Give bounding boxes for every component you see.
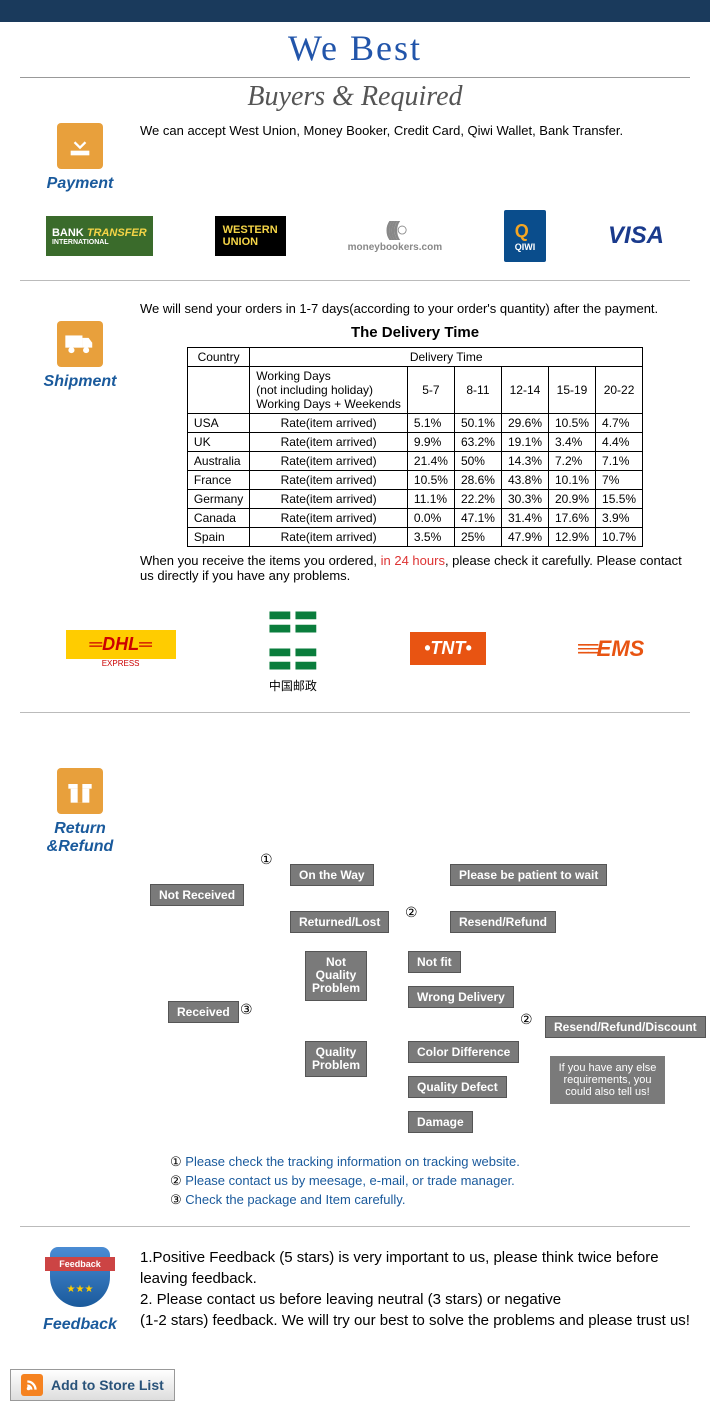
feedback-text2: 2. Please contact us before leaving neut… [140, 1289, 690, 1310]
china-post-logo: 〓〓〓〓中国邮政 [267, 603, 319, 694]
flow-patient: Please be patient to wait [450, 864, 607, 886]
flow-not-fit: Not fit [408, 951, 461, 973]
shipment-label: Shipment [20, 373, 140, 391]
delivery-table: Country Delivery Time Working Days (not … [187, 347, 643, 547]
shipment-note: When you receive the items you ordered, … [140, 553, 690, 583]
flow-not-received: Not Received [150, 884, 244, 906]
return-section: Return &Refund [0, 723, 710, 856]
flow-on-way: On the Way [290, 864, 374, 886]
feedback-badge-icon: Feedback ★★★ [50, 1247, 110, 1312]
shipment-intro: We will send your orders in 1-7 days(acc… [140, 301, 690, 316]
top-bar [0, 0, 710, 22]
table-row: USARate(item arrived)5.1%50.1%29.6%10.5%… [187, 414, 642, 433]
table-row: AustraliaRate(item arrived)21.4%50%14.3%… [187, 452, 642, 471]
divider [20, 712, 690, 713]
header: We Best [0, 22, 710, 74]
table-row: CanadaRate(item arrived)0.0%47.1%31.4%17… [187, 509, 642, 528]
flow-color: Color Difference [408, 1041, 519, 1063]
western-union-logo: WESTERNUNION [215, 216, 286, 256]
moneybookers-logo: ((((○moneybookers.com [348, 216, 442, 256]
shipment-section: Shipment We will send your orders in 1-7… [0, 291, 710, 588]
payment-logos: BANK TRANSFERINTERNATIONAL WESTERNUNION … [20, 210, 690, 262]
divider [20, 1226, 690, 1227]
return-icon [57, 768, 103, 814]
rss-icon [21, 1374, 43, 1396]
flow-damage: Damage [408, 1111, 473, 1133]
feedback-section: Feedback ★★★ Feedback 1.Positive Feedbac… [0, 1237, 710, 1339]
visa-logo: VISA [608, 216, 664, 256]
payment-text: We can accept West Union, Money Booker, … [140, 123, 690, 138]
flow-quality: QualityProblem [305, 1041, 367, 1077]
divider [20, 280, 690, 281]
dhl-logo: ═DHL═EXPRESS [66, 630, 176, 668]
payment-label: Payment [20, 175, 140, 193]
table-row: GermanyRate(item arrived)11.1%22.2%30.3%… [187, 490, 642, 509]
flow-defect: Quality Defect [408, 1076, 507, 1098]
carrier-logos: ═DHL═EXPRESS 〓〓〓〓中国邮政 •TNT• ≡≡EMS [20, 603, 690, 694]
subtitle: Buyers & Required [0, 81, 710, 113]
flow-returned: Returned/Lost [290, 911, 389, 933]
flow-speech: If you have any else requirements, you c… [550, 1056, 665, 1104]
table-title: The Delivery Time [140, 324, 690, 341]
payment-icon [57, 123, 103, 169]
tnt-logo: •TNT• [410, 632, 486, 665]
bank-transfer-logo: BANK TRANSFERINTERNATIONAL [46, 216, 153, 256]
feedback-text3: (1-2 stars) feedback. We will try our be… [140, 1310, 690, 1331]
flow-received: Received [168, 1001, 239, 1023]
feedback-label: Feedback [20, 1316, 140, 1334]
table-row: SpainRate(item arrived)3.5%25%47.9%12.9%… [187, 528, 642, 547]
add-to-store-list-button[interactable]: Add to Store List [10, 1369, 175, 1401]
table-row: FranceRate(item arrived)10.5%28.6%43.8%1… [187, 471, 642, 490]
return-label: Return &Refund [20, 820, 140, 856]
flow-rrd: Resend/Refund/Discount [545, 1016, 706, 1038]
ems-logo: ≡≡EMS [577, 636, 644, 662]
page-title: We Best [0, 27, 710, 69]
flow-wrong: Wrong Delivery [408, 986, 514, 1008]
divider [20, 77, 690, 78]
return-flowchart: Not Received ① On the Way Returned/Lost … [150, 856, 710, 1146]
feedback-text1: 1.Positive Feedback (5 stars) is very im… [140, 1247, 690, 1289]
shipment-icon [57, 321, 103, 367]
payment-section: Payment We can accept West Union, Money … [0, 113, 710, 198]
flow-resend1: Resend/Refund [450, 911, 556, 933]
table-row: UKRate(item arrived)9.9%63.2%19.1%3.4%4.… [187, 433, 642, 452]
qiwi-logo: QQIWI [504, 210, 546, 262]
flow-not-quality: NotQualityProblem [305, 951, 367, 1001]
